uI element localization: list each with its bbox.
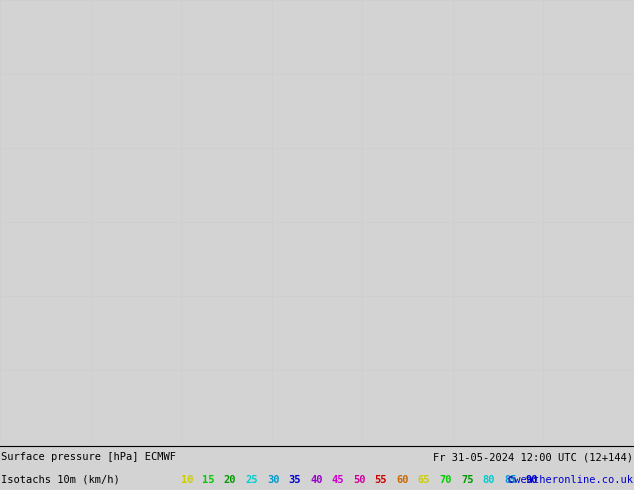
Text: 30: 30: [267, 475, 280, 485]
Text: 45: 45: [332, 475, 344, 485]
Text: 10: 10: [181, 475, 193, 485]
Text: 40: 40: [310, 475, 323, 485]
Text: 75: 75: [461, 475, 474, 485]
Text: Fr 31-05-2024 12:00 UTC (12+144): Fr 31-05-2024 12:00 UTC (12+144): [433, 452, 633, 463]
Text: 15: 15: [202, 475, 215, 485]
Text: Surface pressure [hPa] ECMWF: Surface pressure [hPa] ECMWF: [1, 452, 176, 463]
Text: Isotachs 10m (km/h): Isotachs 10m (km/h): [1, 475, 120, 485]
Text: 25: 25: [245, 475, 258, 485]
Text: 80: 80: [482, 475, 495, 485]
Text: 90: 90: [526, 475, 538, 485]
Text: 20: 20: [224, 475, 236, 485]
Text: 50: 50: [353, 475, 366, 485]
Text: 60: 60: [396, 475, 409, 485]
Text: 55: 55: [375, 475, 387, 485]
Text: 85: 85: [504, 475, 517, 485]
Text: 35: 35: [288, 475, 301, 485]
Text: ©weatheronline.co.uk: ©weatheronline.co.uk: [508, 475, 633, 485]
Text: 65: 65: [418, 475, 430, 485]
Text: 70: 70: [439, 475, 452, 485]
